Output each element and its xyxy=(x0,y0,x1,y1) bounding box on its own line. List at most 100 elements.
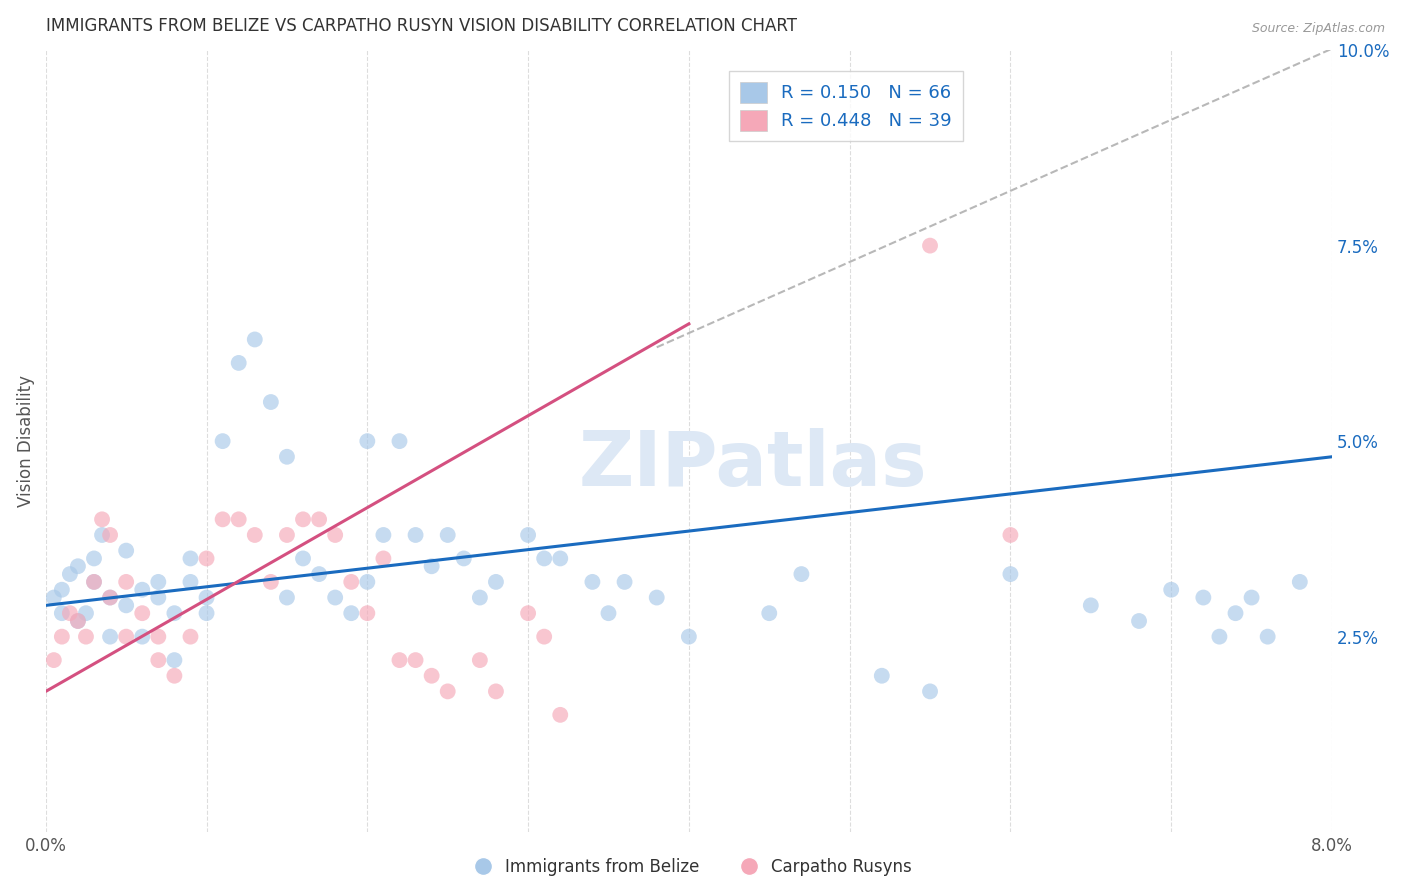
Point xyxy=(228,512,250,526)
Y-axis label: Vision Disability: Vision Disability xyxy=(17,376,35,508)
Point xyxy=(308,512,330,526)
Point xyxy=(66,614,89,628)
Point xyxy=(453,551,475,566)
Point xyxy=(260,395,283,409)
Point xyxy=(179,574,201,589)
Point xyxy=(1225,606,1247,620)
Point xyxy=(323,591,346,605)
Point xyxy=(420,559,443,574)
Point xyxy=(148,574,170,589)
Point xyxy=(179,630,201,644)
Point xyxy=(243,528,266,542)
Point xyxy=(276,528,298,542)
Point xyxy=(115,574,138,589)
Point xyxy=(148,630,170,644)
Point xyxy=(51,606,73,620)
Point xyxy=(59,606,82,620)
Point xyxy=(59,567,82,582)
Point xyxy=(548,707,571,722)
Point xyxy=(260,574,283,589)
Point xyxy=(195,606,218,620)
Point xyxy=(485,684,508,698)
Point xyxy=(83,574,105,589)
Point xyxy=(42,653,65,667)
Point xyxy=(98,591,121,605)
Point xyxy=(1000,528,1022,542)
Point xyxy=(163,653,186,667)
Point xyxy=(517,528,540,542)
Point xyxy=(292,551,315,566)
Point xyxy=(1160,582,1182,597)
Point xyxy=(115,543,138,558)
Point xyxy=(308,567,330,582)
Point xyxy=(1000,567,1022,582)
Point xyxy=(405,528,427,542)
Point xyxy=(179,551,201,566)
Point xyxy=(918,684,941,698)
Point xyxy=(468,653,491,667)
Point xyxy=(1080,599,1102,613)
Point xyxy=(548,551,571,566)
Point xyxy=(115,630,138,644)
Point xyxy=(870,669,893,683)
Point xyxy=(323,528,346,542)
Point xyxy=(75,630,97,644)
Point xyxy=(1257,630,1279,644)
Point xyxy=(195,551,218,566)
Point xyxy=(918,238,941,252)
Point xyxy=(83,551,105,566)
Point xyxy=(388,434,411,449)
Point xyxy=(517,606,540,620)
Point xyxy=(533,551,555,566)
Point xyxy=(42,591,65,605)
Point xyxy=(292,512,315,526)
Point xyxy=(373,528,395,542)
Text: ZIPatlas: ZIPatlas xyxy=(579,427,928,501)
Point xyxy=(51,630,73,644)
Point xyxy=(388,653,411,667)
Point xyxy=(163,606,186,620)
Point xyxy=(758,606,780,620)
Point xyxy=(436,528,458,542)
Point xyxy=(645,591,668,605)
Point xyxy=(211,512,233,526)
Point xyxy=(436,684,458,698)
Point xyxy=(131,606,153,620)
Point xyxy=(98,528,121,542)
Point xyxy=(51,582,73,597)
Point xyxy=(581,574,603,589)
Point xyxy=(1288,574,1310,589)
Point xyxy=(356,606,378,620)
Point xyxy=(1128,614,1150,628)
Point xyxy=(148,591,170,605)
Point xyxy=(131,630,153,644)
Point xyxy=(1192,591,1215,605)
Point xyxy=(613,574,636,589)
Point xyxy=(678,630,700,644)
Point xyxy=(66,614,89,628)
Point xyxy=(83,574,105,589)
Point xyxy=(276,591,298,605)
Point xyxy=(91,528,114,542)
Point xyxy=(98,630,121,644)
Point xyxy=(131,582,153,597)
Legend: Immigrants from Belize, Carpatho Rusyns: Immigrants from Belize, Carpatho Rusyns xyxy=(460,851,918,882)
Point xyxy=(91,512,114,526)
Point xyxy=(163,669,186,683)
Point xyxy=(276,450,298,464)
Point xyxy=(195,591,218,605)
Text: IMMIGRANTS FROM BELIZE VS CARPATHO RUSYN VISION DISABILITY CORRELATION CHART: IMMIGRANTS FROM BELIZE VS CARPATHO RUSYN… xyxy=(46,17,797,35)
Text: Source: ZipAtlas.com: Source: ZipAtlas.com xyxy=(1251,22,1385,36)
Point xyxy=(228,356,250,370)
Point xyxy=(373,551,395,566)
Point xyxy=(790,567,813,582)
Point xyxy=(533,630,555,644)
Point xyxy=(420,669,443,683)
Point xyxy=(340,606,363,620)
Point xyxy=(75,606,97,620)
Point xyxy=(485,574,508,589)
Point xyxy=(598,606,620,620)
Point xyxy=(1208,630,1230,644)
Point xyxy=(148,653,170,667)
Point xyxy=(98,591,121,605)
